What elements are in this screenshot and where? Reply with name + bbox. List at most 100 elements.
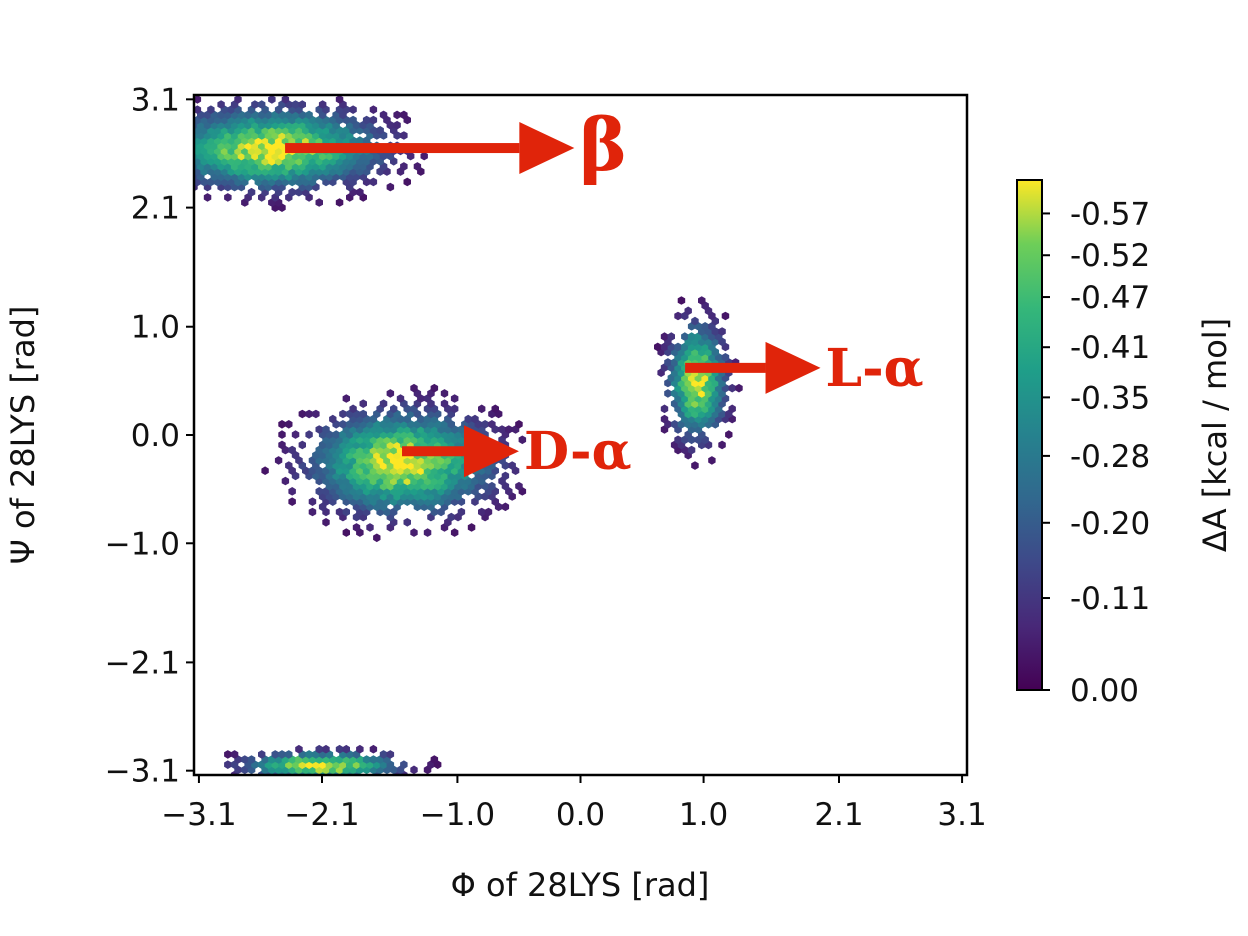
hexbin-cell: [691, 316, 699, 326]
hexbin-cell: [322, 425, 330, 434]
hexbin-cell: [410, 383, 418, 393]
colorbar-tick-label: -0.28: [1070, 439, 1150, 475]
hexbin-cell: [342, 394, 350, 403]
hexbin-cell: [660, 404, 669, 414]
hexbin-cell: [505, 425, 513, 434]
hexbin-cell: [447, 512, 455, 522]
hexbin-cell: [278, 420, 286, 429]
hexbin-cell: [203, 193, 212, 202]
hexbin-cell: [488, 420, 496, 429]
y-tick-label: 2.1: [131, 191, 180, 227]
hexbin-cell: [386, 389, 395, 398]
hexbin-cell: [315, 198, 323, 207]
hexbin-cell: [312, 409, 320, 419]
hexbin-cell: [501, 471, 510, 481]
y-tick-label: −2.1: [105, 645, 180, 681]
hexbin-cell: [315, 425, 323, 434]
hexbin-cell: [359, 399, 367, 408]
hexbin-cell: [308, 507, 317, 517]
hexbin-cell: [481, 420, 489, 429]
hexbin-cell: [423, 528, 432, 537]
hexbin-cell: [467, 523, 476, 532]
hexbin-cell: [674, 342, 682, 352]
hexbin-cell: [721, 311, 730, 321]
hexbin-cell: [288, 187, 296, 197]
hexbin-cell: [660, 332, 669, 341]
hexbin-cell: [291, 100, 300, 109]
hexbin-cell: [224, 750, 232, 759]
hexbin-cell: [430, 755, 439, 764]
hexbin-cell: [339, 409, 347, 419]
hexbin-cell: [322, 518, 330, 527]
hexbin-cell: [305, 430, 313, 439]
hexbin-cell: [518, 435, 527, 445]
hexbin-cell: [450, 394, 459, 403]
hexbin-cell: [379, 750, 388, 759]
hexbin-cell: [400, 760, 408, 769]
hexbin-cell: [677, 296, 686, 305]
hexbin-cell: [484, 507, 493, 517]
hexbin-cell: [410, 765, 418, 775]
annotation-arrow-head: [765, 341, 821, 394]
hexbin-cell: [721, 353, 730, 362]
hexbin-cell: [386, 750, 395, 759]
hexbin-cell: [329, 414, 337, 424]
x-axis-label: Φ of 28LYS [rad]: [451, 866, 710, 904]
hexbin-cell: [298, 409, 306, 419]
hexbin-cell: [285, 461, 293, 470]
hexbin-cell: [281, 476, 290, 486]
hexbin-cell: [224, 193, 232, 202]
hexbin-cell: [413, 162, 422, 171]
hexbin-cell: [515, 481, 523, 491]
hexbin-cell: [457, 507, 466, 517]
hexbin-cell: [258, 750, 266, 759]
hexbin-cell: [362, 115, 371, 125]
hexbin-cell: [261, 466, 269, 475]
hexbin-cell: [379, 399, 388, 408]
hexbin-cell: [305, 409, 313, 419]
x-tick-label: −1.0: [420, 797, 495, 833]
colorbar-tick-label: -0.52: [1070, 238, 1150, 274]
hexbin-cell: [268, 95, 276, 104]
hexbin-cell: [369, 115, 378, 125]
hexbin-cell: [664, 389, 672, 398]
hexbin-cell: [342, 744, 350, 754]
hexbin-cell: [247, 187, 256, 197]
hexbin-cell: [701, 322, 709, 331]
hexbin-cell: [349, 105, 357, 114]
hexbin-cell: [349, 404, 357, 414]
hexbin-cell: [440, 399, 449, 408]
annotation-arrow-shaft: [685, 362, 766, 373]
hexbin-cell: [450, 404, 459, 414]
hexbin-cell: [403, 518, 411, 527]
hexbin-cell: [356, 744, 364, 754]
colorbar-tick-label: -0.57: [1070, 196, 1150, 232]
y-axis: −3.1 −2.1 −1.0 0.0 1.0 2.1 3.1: [105, 82, 194, 790]
hexbin-cell: [687, 332, 696, 341]
x-tick-label: 0.0: [556, 797, 605, 833]
hexbin-cell: [251, 100, 259, 109]
hexbin-cell: [464, 414, 472, 424]
hexbin-cell: [258, 100, 266, 109]
x-tick-label: −2.1: [284, 797, 359, 833]
y-tick-label: −1.0: [105, 526, 180, 562]
annotation-arrow-head: [463, 425, 519, 478]
y-tick-label: 1.0: [131, 310, 180, 346]
hexbin-cell: [274, 456, 283, 465]
hexbin-cell: [349, 115, 357, 125]
x-tick-label: 3.1: [937, 797, 986, 833]
hexbin-cell: [396, 394, 405, 403]
x-tick-label: 2.1: [814, 797, 863, 833]
colorbar: [1016, 179, 1043, 691]
hexbin-cell: [281, 95, 290, 104]
hexbin-cell: [654, 342, 662, 352]
hexbin-cell: [241, 755, 249, 764]
hexbin-cell: [271, 750, 279, 759]
colorbar-tick-label: -0.35: [1070, 380, 1150, 416]
colorbar-ticks: 0.00 -0.11 -0.20 -0.28 -0.35 -0.41 -0.47 -0.52 -…: [1042, 196, 1150, 709]
hexbin-cell: [450, 528, 459, 537]
hexbin-cell: [501, 502, 510, 512]
hexbin-cell: [390, 404, 398, 414]
basin-annotations: β D-α L-α: [285, 102, 924, 482]
hexbin-cell: [687, 445, 696, 455]
